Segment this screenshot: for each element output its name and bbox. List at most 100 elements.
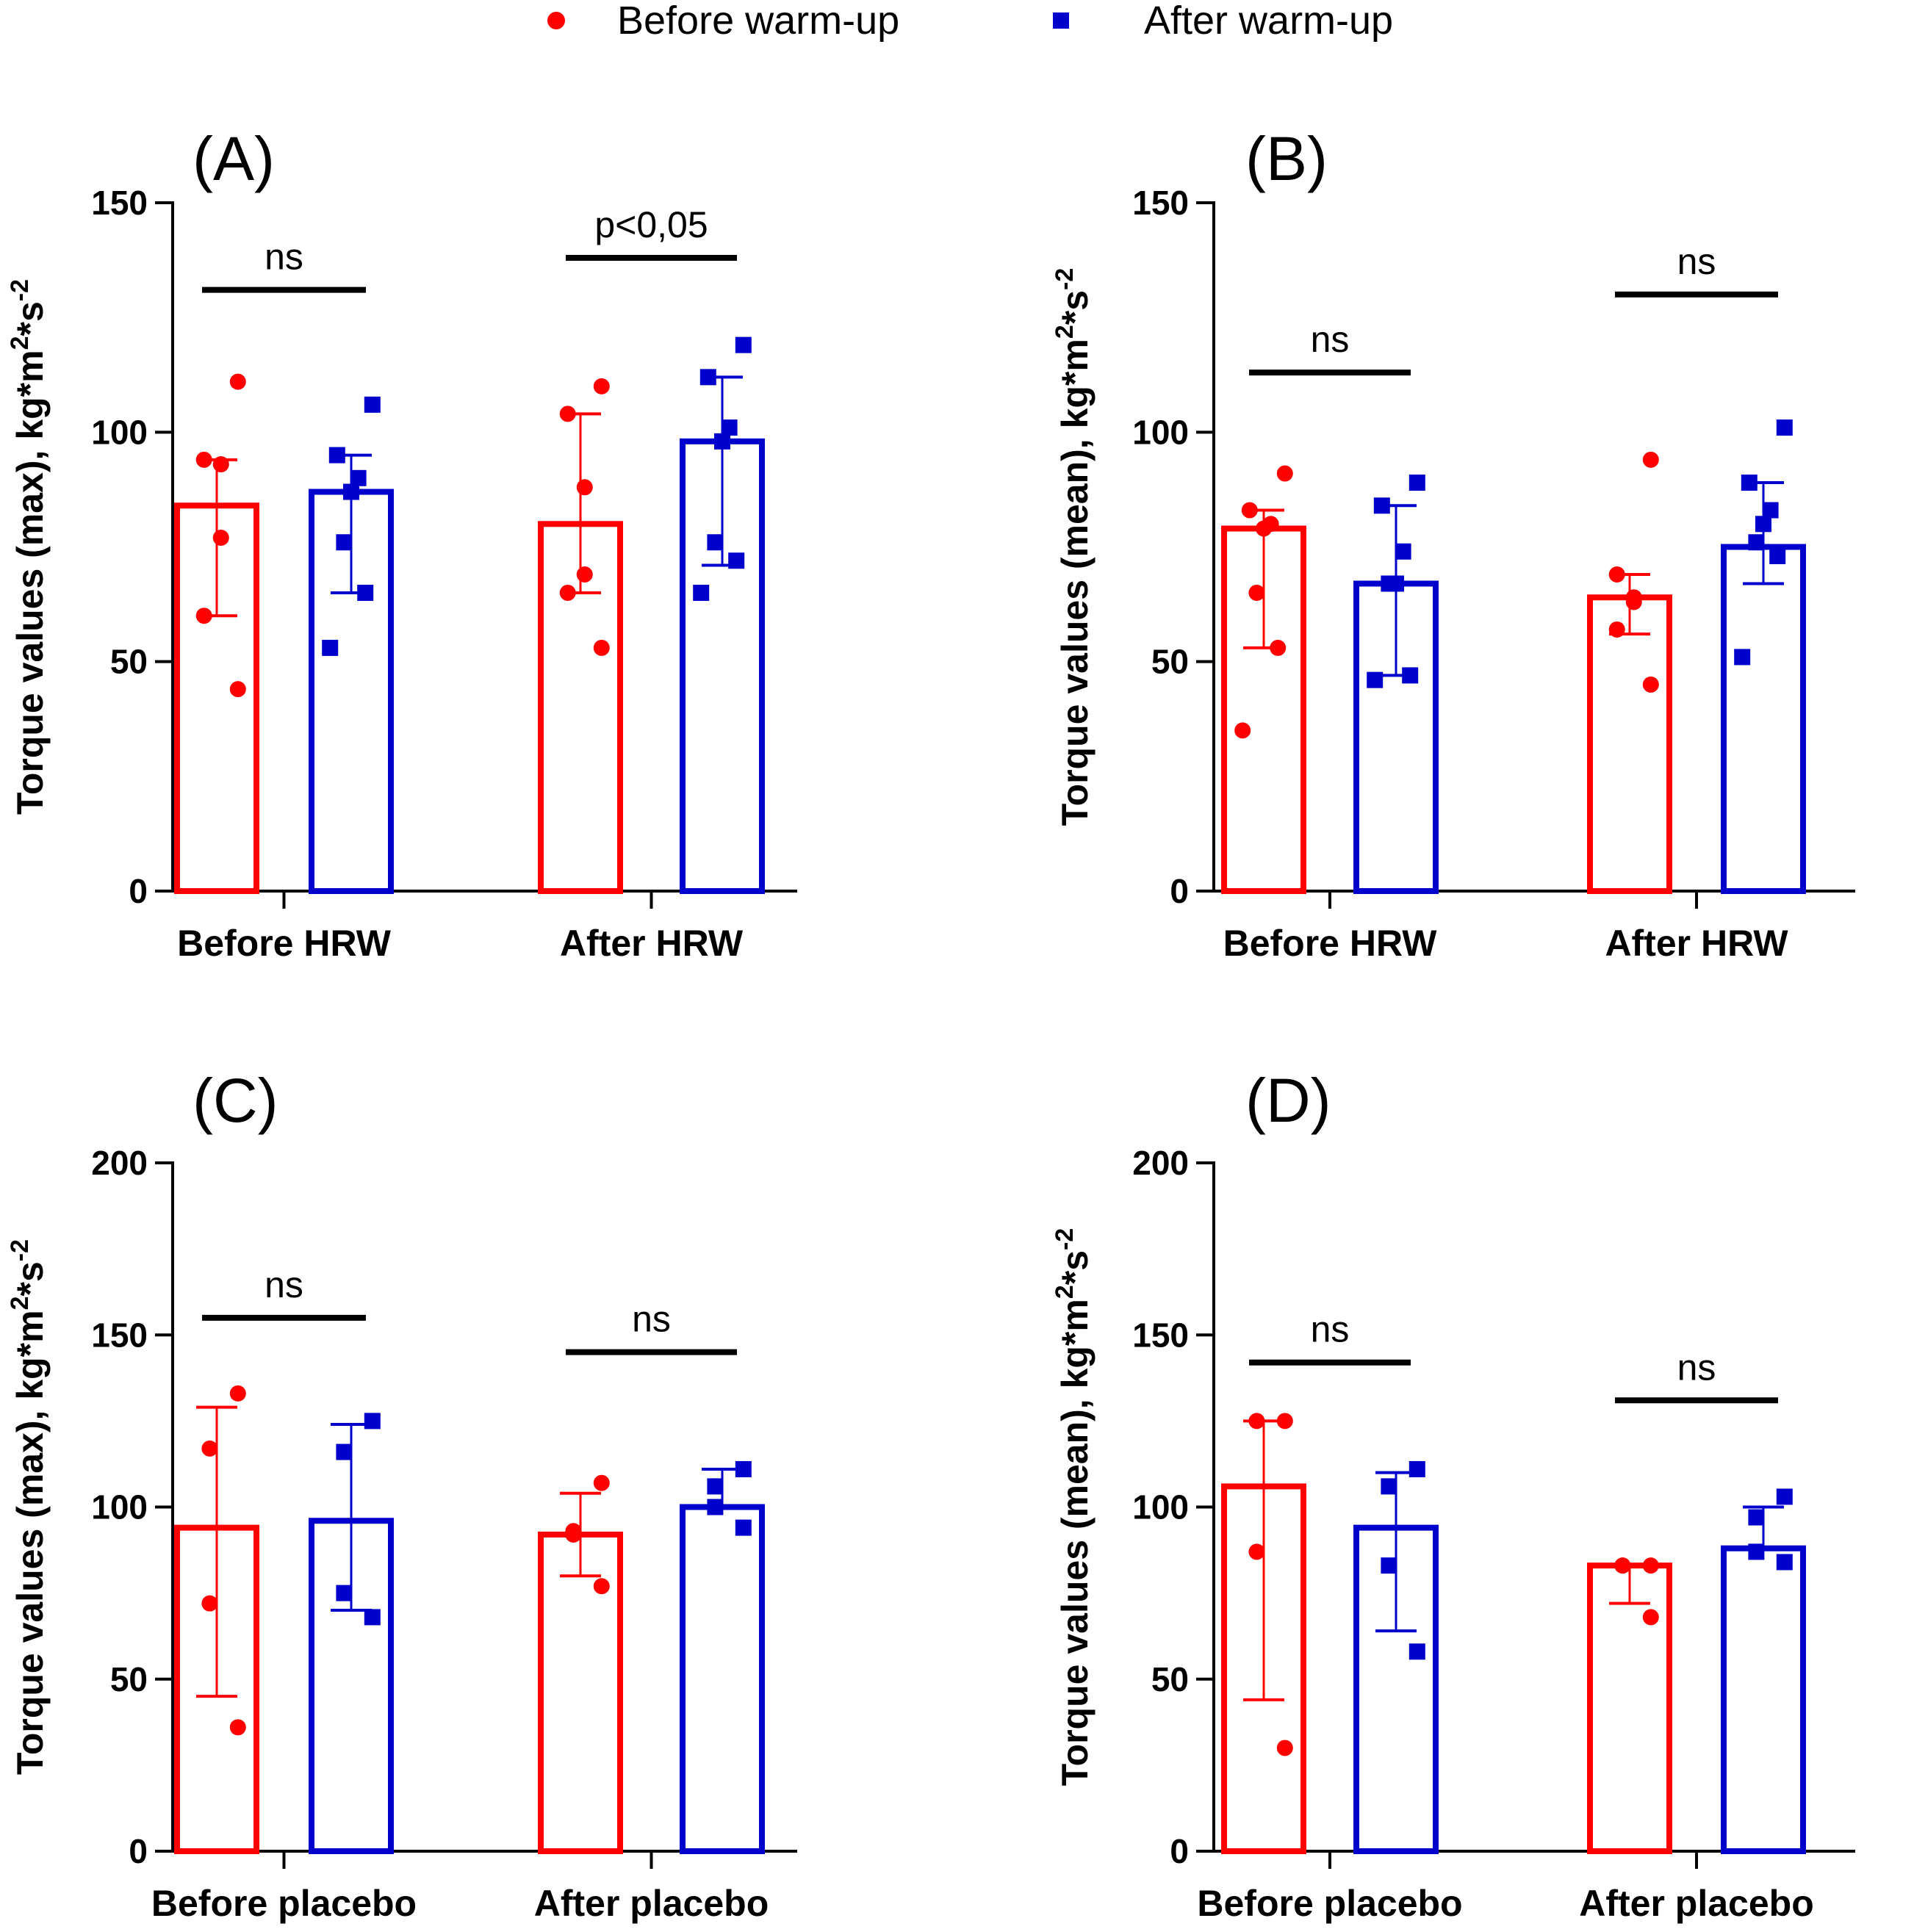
y-axis-title-unit: *s (10, 301, 51, 336)
legend-after-marker (1053, 12, 1069, 29)
data-point (707, 1499, 724, 1515)
y-tick-label: 100 (1132, 1488, 1189, 1527)
y-axis-title: Torque values (max), kg*m2*s-2 (6, 279, 51, 815)
legend-before-label: Before warm-up (617, 0, 899, 43)
bar (680, 1504, 765, 1854)
data-point (1248, 1543, 1265, 1560)
data-point (1381, 1478, 1397, 1495)
significance-label: ns (1677, 241, 1716, 282)
y-axis-title-sup: -2 (6, 279, 34, 301)
significance-label: ns (1311, 1309, 1350, 1350)
data-point (735, 336, 752, 353)
y-tick-label: 150 (91, 184, 148, 222)
y-tick-label: 0 (1170, 872, 1189, 910)
data-point (1625, 594, 1642, 610)
data-point (721, 419, 738, 436)
data-point (1755, 516, 1771, 533)
y-axis-title-sup: 2 (6, 1296, 34, 1310)
data-point (212, 530, 229, 547)
data-point (229, 681, 246, 698)
x-tick-label: After placebo (534, 1883, 769, 1924)
y-axis-title: Torque values (mean), kg*m2*s-2 (1051, 1228, 1095, 1787)
data-point (1762, 502, 1779, 519)
data-point (229, 1385, 246, 1402)
data-point (229, 1719, 246, 1736)
bar (1587, 594, 1672, 894)
y-tick-label: 50 (1151, 1660, 1189, 1698)
y-tick-label: 200 (1132, 1144, 1189, 1182)
data-point (576, 479, 593, 496)
data-point (559, 584, 576, 601)
significance-label: p<0,05 (594, 204, 708, 245)
data-point (1608, 566, 1625, 583)
y-axis-title-unit: *s (10, 1261, 51, 1296)
data-point (707, 534, 724, 551)
data-point (1381, 1557, 1397, 1574)
data-point (364, 1413, 381, 1430)
x-tick-label: After HRW (1605, 923, 1788, 964)
y-axis-title: Torque values (max), kg*m2*s-2 (6, 1239, 51, 1775)
data-point (364, 1609, 381, 1626)
data-point (1608, 621, 1625, 638)
data-point (593, 378, 610, 394)
y-axis-title-sup: 2 (1051, 1285, 1079, 1299)
data-point (1367, 671, 1384, 688)
data-point (201, 1595, 218, 1612)
data-point (576, 566, 593, 583)
data-point (707, 1478, 724, 1495)
chart-panels: (A)Torque values (max), kg*m2*s-20501001… (6, 124, 1855, 1924)
x-tick-label: After HRW (560, 923, 744, 964)
data-point (212, 456, 229, 473)
data-point (1276, 465, 1293, 482)
data-point (1395, 543, 1411, 560)
significance-label: ns (265, 237, 303, 278)
data-point (699, 369, 716, 386)
panel-label: (A) (193, 124, 275, 193)
data-point (1241, 502, 1258, 519)
y-tick-label: 0 (129, 872, 148, 910)
data-point (735, 1519, 752, 1536)
data-point (1776, 1488, 1793, 1505)
y-axis-title-main: Torque values (mean), kg*m (1054, 1299, 1095, 1786)
y-axis-title-main: Torque values (mean), kg*m (1054, 339, 1095, 826)
significance-label: ns (632, 1299, 671, 1340)
data-point (1776, 1554, 1793, 1571)
y-axis-title-sup: 2 (6, 336, 34, 350)
y-axis-title-sup: -2 (1051, 1228, 1079, 1250)
significance-label: ns (265, 1264, 303, 1305)
data-point (593, 639, 610, 656)
bar (1587, 1562, 1672, 1855)
data-point (1381, 575, 1397, 592)
data-point (565, 1526, 582, 1543)
data-point (336, 1585, 353, 1601)
y-axis-title-main: Torque values (max), kg*m (10, 350, 51, 815)
bar (1721, 1545, 1806, 1854)
data-point (1776, 419, 1793, 436)
data-point (1248, 584, 1265, 601)
x-tick-label: Before placebo (151, 1883, 417, 1924)
data-point (357, 584, 374, 601)
data-point (1642, 1609, 1659, 1626)
data-point (201, 1440, 218, 1457)
y-axis-title-sup: 2 (1051, 325, 1079, 339)
y-tick-label: 100 (91, 413, 148, 451)
data-point (1234, 722, 1251, 739)
panel-label: (D) (1245, 1066, 1331, 1135)
data-point (593, 1474, 610, 1491)
data-point (343, 483, 359, 500)
data-point (1748, 1509, 1765, 1526)
x-tick-label: After placebo (1579, 1883, 1814, 1924)
data-point (1734, 649, 1751, 666)
data-point (350, 469, 367, 486)
data-point (328, 447, 345, 464)
data-point (1373, 497, 1390, 514)
panel-c: (C) Torque values (max), kg*m2*s-2 0 50 100 1… (6, 1066, 797, 1924)
x-tick-label: Before HRW (177, 923, 392, 964)
legend-after-label: After warm-up (1144, 0, 1393, 43)
data-point (693, 584, 710, 601)
data-point (1769, 547, 1786, 564)
y-axis-title-main: Torque values (max), kg*m (10, 1310, 51, 1775)
y-tick-label: 200 (91, 1144, 148, 1182)
significance-label: ns (1677, 1347, 1716, 1388)
